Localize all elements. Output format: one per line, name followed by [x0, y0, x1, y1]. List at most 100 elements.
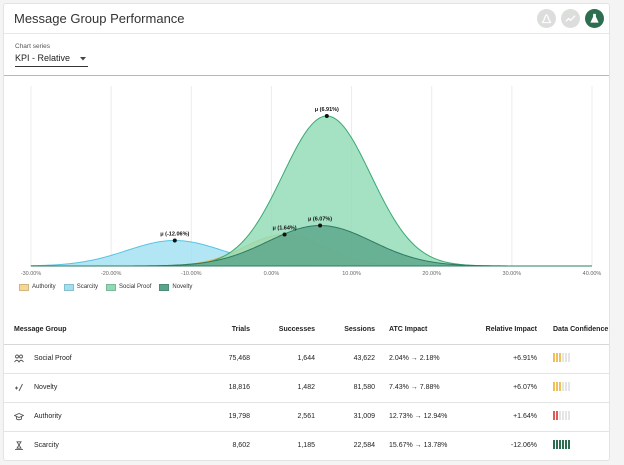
people-icon — [14, 354, 24, 364]
confidence-bar — [556, 411, 558, 420]
confidence-bar — [568, 353, 570, 362]
cell-relative-impact: +1.64% — [467, 402, 537, 432]
confidence-bar — [562, 353, 564, 362]
confidence-bar — [565, 440, 567, 449]
chevron-down-icon — [80, 57, 86, 61]
x-tick-label: 0.00% — [264, 271, 280, 277]
cell-relative-impact: -12.06% — [467, 431, 537, 460]
mean-label-social-proof: μ (6.91%) — [315, 107, 339, 113]
confidence-bar — [559, 353, 561, 362]
table-row[interactable]: Authority 19,798 2,561 31,009 12.73% → 12.94… — [4, 402, 609, 432]
cell-successes: 1,644 — [256, 344, 321, 374]
confidence-meter — [553, 411, 570, 420]
legend-label: Authority — [32, 284, 56, 290]
chart-series-label: Chart series — [15, 43, 51, 50]
column-header-group: Message Group — [4, 316, 186, 345]
cell-data-confidence — [537, 373, 609, 403]
mean-label-authority: μ (1.64%) — [272, 226, 296, 232]
confidence-bar — [556, 353, 558, 362]
legend-swatch — [159, 283, 170, 291]
table-header-row: Message Group Trials Successes Sessions … — [4, 316, 609, 345]
column-header-atc-impact: ATC Impact — [381, 316, 467, 345]
cell-sessions: 81,580 — [321, 373, 381, 403]
legend-label: Novelty — [172, 284, 193, 290]
x-tick-label: -20.00% — [101, 271, 122, 277]
group-name: Scarcity — [34, 442, 59, 449]
column-header-data-confidence: Data Confidence — [537, 316, 609, 345]
cell-trials: 8,602 — [186, 431, 256, 460]
table-row[interactable]: Novelty 18,816 1,482 81,580 7.43% → 7.88% +6.… — [4, 373, 609, 403]
cell-trials: 19,798 — [186, 402, 256, 432]
bell-curve-icon — [541, 14, 552, 24]
hourglass-hand-icon — [14, 441, 24, 451]
cell-group: Scarcity — [4, 431, 186, 460]
legend-swatch — [19, 283, 29, 291]
confidence-bar — [559, 382, 561, 391]
legend-swatch — [106, 283, 117, 291]
confidence-bar — [556, 440, 558, 449]
confidence-bar — [562, 382, 564, 391]
x-tick-label: 20.00% — [422, 271, 441, 277]
cell-data-confidence — [537, 402, 609, 432]
sparkle-icon — [14, 383, 24, 393]
mean-label-novelty: μ (6.07%) — [308, 217, 332, 223]
experiment-view-button[interactable] — [585, 9, 604, 28]
cell-successes: 1,482 — [256, 373, 321, 403]
confidence-bar — [568, 440, 570, 449]
legend-item-scarcity[interactable]: Scarcity — [63, 283, 99, 291]
confidence-meter — [553, 382, 570, 391]
series-area-novelty — [31, 224, 592, 267]
confidence-bar — [565, 382, 567, 391]
confidence-bar — [556, 382, 558, 391]
message-group-table: Message Group Trials Successes Sessions … — [4, 316, 609, 460]
distribution-view-button[interactable] — [537, 9, 556, 28]
mean-label-scarcity: μ (-12.06%) — [160, 232, 189, 238]
cell-atc-impact: 2.04% → 2.18% — [381, 344, 467, 374]
confidence-meter — [553, 353, 570, 362]
confidence-bar — [562, 411, 564, 420]
performance-card: Message Group Performance Chart series K… — [3, 3, 610, 461]
table-row[interactable]: Social Proof 75,468 1,644 43,622 2.04% → 2.1… — [4, 344, 609, 374]
cell-trials: 75,468 — [186, 344, 256, 374]
cell-data-confidence — [537, 344, 609, 374]
trend-view-button[interactable] — [561, 9, 580, 28]
page-title: Message Group Performance — [14, 11, 185, 26]
card-header: Message Group Performance — [4, 4, 609, 34]
cell-atc-impact: 7.43% → 7.88% — [381, 373, 467, 403]
cell-relative-impact: +6.07% — [467, 373, 537, 403]
column-header-relative-impact: Relative Impact — [467, 316, 537, 345]
column-header-sessions: Sessions — [321, 316, 381, 345]
cell-group: Social Proof — [4, 344, 186, 374]
group-name: Social Proof — [34, 355, 72, 362]
confidence-bar — [553, 382, 555, 391]
chart-series-value: KPI - Relative — [15, 53, 71, 63]
cell-successes: 2,561 — [256, 402, 321, 432]
confidence-bar — [553, 353, 555, 362]
column-header-successes: Successes — [256, 316, 321, 345]
table-row[interactable]: Scarcity 8,602 1,185 22,584 15.67% → 13.78% -… — [4, 431, 609, 460]
confidence-bar — [565, 411, 567, 420]
legend-item-social-proof[interactable]: Social Proof — [106, 283, 152, 291]
legend-label: Scarcity — [76, 284, 99, 290]
x-tick-label: 10.00% — [342, 271, 361, 277]
legend-item-novelty[interactable]: Novelty — [159, 283, 193, 291]
legend-label: Social Proof — [119, 284, 152, 290]
chart-legend: Authority Scarcity Social Proof Novelty — [19, 282, 192, 292]
group-name: Novelty — [34, 384, 58, 391]
legend-item-authority[interactable]: Authority — [19, 283, 56, 291]
trend-line-icon — [565, 15, 576, 22]
cell-sessions: 43,622 — [321, 344, 381, 374]
cell-sessions: 22,584 — [321, 431, 381, 460]
chart-series-dropdown[interactable]: KPI - Relative — [15, 52, 88, 67]
x-tick-label: -30.00% — [21, 271, 42, 277]
chart-series-selector: Chart series KPI - Relative — [4, 34, 609, 76]
confidence-bar — [562, 440, 564, 449]
distribution-chart: -30.00% -20.00% -10.00% 0.00% 10.00% 20.00% 30… — [21, 86, 601, 277]
confidence-bar — [568, 411, 570, 420]
confidence-bar — [553, 440, 555, 449]
mean-marker-authority — [282, 232, 287, 237]
cell-relative-impact: +6.91% — [467, 344, 537, 374]
cell-atc-impact: 12.73% → 12.94% — [381, 402, 467, 432]
cell-group: Authority — [4, 402, 186, 432]
cell-sessions: 31,009 — [321, 402, 381, 432]
